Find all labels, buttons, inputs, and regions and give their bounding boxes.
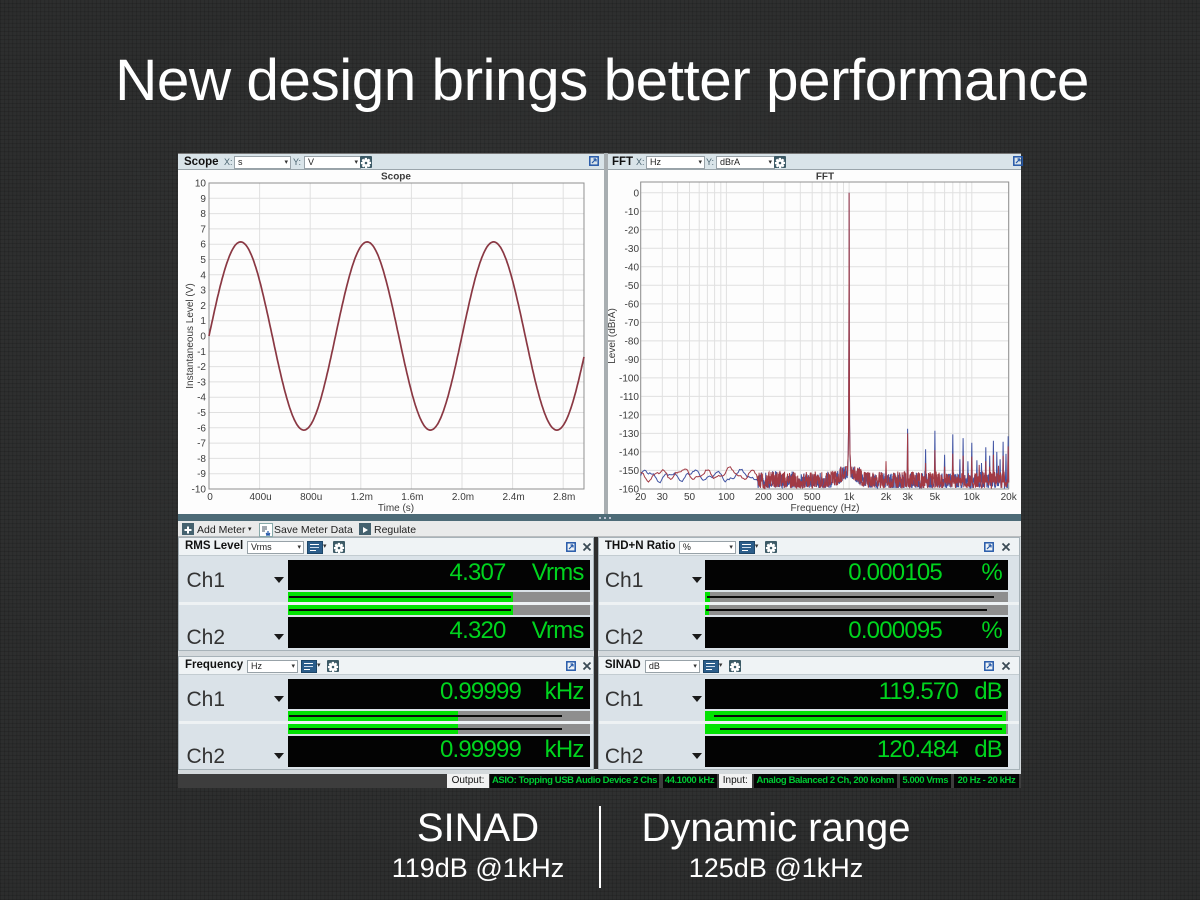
svg-text:-3: -3 — [197, 377, 206, 388]
svg-text:Time (s): Time (s) — [378, 503, 414, 514]
svg-text:-110: -110 — [620, 392, 640, 403]
svg-text:0: 0 — [200, 332, 206, 343]
svg-text:50: 50 — [684, 492, 696, 503]
svg-text:20k: 20k — [1001, 492, 1018, 503]
svg-text:30: 30 — [657, 492, 669, 503]
svg-text:Scope: Scope — [381, 172, 411, 183]
svg-text:5k: 5k — [930, 492, 942, 503]
svg-text:-10: -10 — [192, 484, 207, 495]
svg-text:0: 0 — [633, 188, 639, 199]
svg-text:300: 300 — [777, 492, 794, 503]
svg-text:2.8m: 2.8m — [553, 492, 575, 503]
svg-text:-10: -10 — [625, 207, 640, 218]
svg-text:2k: 2k — [881, 492, 893, 503]
svg-text:-160: -160 — [619, 485, 639, 496]
svg-text:7: 7 — [200, 224, 206, 235]
svg-text:800u: 800u — [300, 492, 322, 503]
svg-text:-1: -1 — [197, 347, 206, 358]
svg-text:0: 0 — [207, 492, 213, 503]
svg-text:-7: -7 — [197, 439, 206, 450]
svg-text:1.2m: 1.2m — [351, 492, 373, 503]
svg-text:4: 4 — [200, 270, 206, 281]
svg-text:-2: -2 — [197, 362, 206, 373]
svg-text:-60: -60 — [625, 299, 640, 310]
svg-text:1.6m: 1.6m — [401, 492, 423, 503]
svg-text:-30: -30 — [625, 244, 640, 255]
svg-text:1k: 1k — [844, 492, 856, 503]
svg-text:2: 2 — [200, 301, 206, 312]
svg-text:-130: -130 — [619, 429, 639, 440]
svg-text:3k: 3k — [902, 492, 914, 503]
svg-text:-80: -80 — [625, 336, 640, 347]
svg-text:-20: -20 — [625, 225, 640, 236]
svg-text:9: 9 — [200, 194, 206, 205]
svg-text:6: 6 — [200, 240, 206, 251]
svg-text:-8: -8 — [197, 454, 206, 465]
svg-text:-100: -100 — [619, 373, 639, 384]
svg-text:100: 100 — [718, 492, 735, 503]
svg-text:-90: -90 — [625, 355, 640, 366]
svg-text:-5: -5 — [197, 408, 206, 419]
svg-text:2.4m: 2.4m — [502, 492, 524, 503]
svg-text:-150: -150 — [619, 466, 639, 477]
svg-text:-70: -70 — [625, 318, 640, 329]
svg-text:400u: 400u — [249, 492, 271, 503]
svg-text:20: 20 — [635, 492, 647, 503]
svg-text:Level (dBrA): Level (dBrA) — [608, 308, 618, 364]
svg-text:2.0m: 2.0m — [452, 492, 474, 503]
svg-text:3: 3 — [200, 286, 206, 297]
svg-text:200: 200 — [755, 492, 772, 503]
svg-text:-4: -4 — [197, 393, 206, 404]
svg-text:500: 500 — [804, 492, 821, 503]
svg-text:-140: -140 — [619, 447, 639, 458]
svg-text:10: 10 — [195, 179, 207, 190]
svg-text:-40: -40 — [625, 262, 640, 273]
svg-text:10k: 10k — [964, 492, 981, 503]
svg-text:Frequency (Hz): Frequency (Hz) — [791, 503, 860, 514]
svg-text:8: 8 — [200, 209, 206, 220]
svg-text:Instantaneous Level (V): Instantaneous Level (V) — [185, 283, 196, 388]
svg-text:-120: -120 — [619, 410, 639, 421]
svg-text:-6: -6 — [197, 423, 206, 434]
svg-text:-9: -9 — [197, 469, 206, 480]
svg-text:-50: -50 — [625, 281, 640, 292]
svg-text:5: 5 — [200, 255, 206, 266]
svg-text:FFT: FFT — [816, 172, 834, 183]
svg-text:1: 1 — [200, 316, 206, 327]
